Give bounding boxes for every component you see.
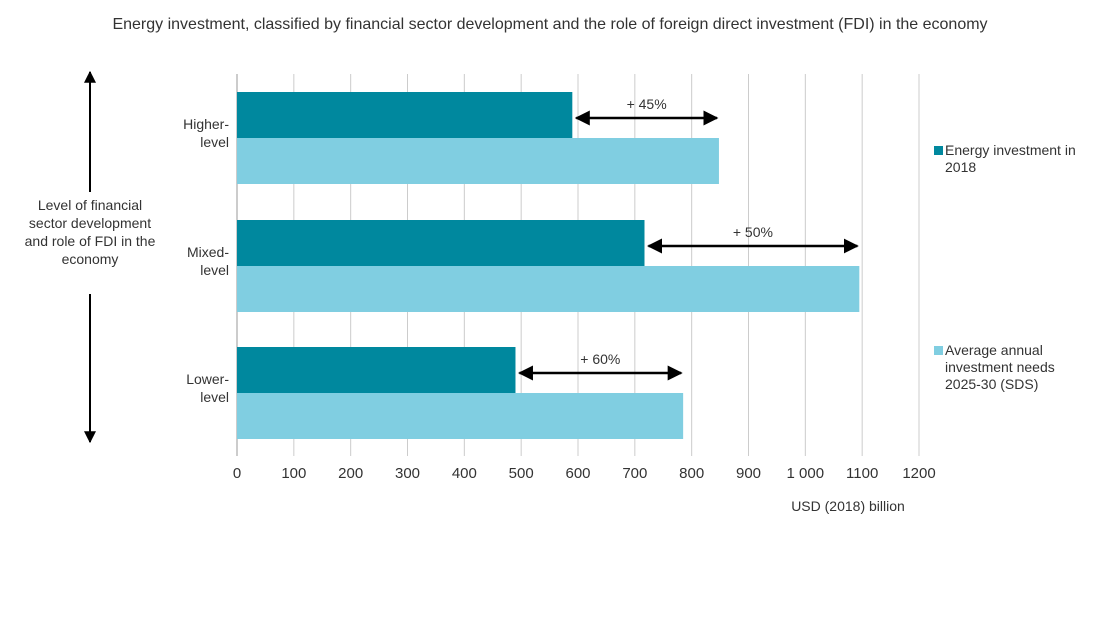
category-label-2-line-0: Lower- (186, 371, 229, 387)
growth-label-0: + 45% (627, 96, 667, 112)
legend-label-needs-sds: Average annual investment needs 2025-30 … (945, 342, 1055, 392)
legend-swatch-needs-sds (934, 346, 943, 355)
legend-item-needs-sds: Average annual investment needs 2025-30 … (934, 342, 1094, 393)
x-tick-label-400: 400 (452, 465, 477, 482)
x-tick-label-1200: 1200 (902, 465, 935, 482)
x-tick-label-300: 300 (395, 465, 420, 482)
x-tick-label-900: 900 (736, 465, 761, 482)
x-tick-label-100: 100 (281, 465, 306, 482)
category-label-1-line-1: level (200, 262, 229, 278)
bar-needs-sds-0 (237, 138, 719, 184)
category-label-0-line-0: Higher- (183, 116, 229, 132)
legend-swatch-energy-2018 (934, 146, 943, 155)
category-label-1-line-0: Mixed- (187, 244, 229, 260)
x-tick-label-1000: 1 000 (787, 465, 825, 482)
growth-label-1: + 50% (733, 224, 773, 240)
chart-title: Energy investment, classified by financi… (112, 16, 988, 33)
legend-label-energy-2018: Energy investment in 2018 (945, 142, 1076, 175)
x-tick-label-500: 500 (509, 465, 534, 482)
bar-needs-sds-1 (237, 266, 860, 312)
bar-energy-2018-1 (237, 220, 645, 266)
bar-needs-sds-2 (237, 393, 684, 439)
category-label-2-line-1: level (200, 389, 229, 405)
y-axis-side-label: Level of financial sector development an… (24, 197, 156, 267)
growth-label-2: + 60% (580, 351, 620, 367)
bar-energy-2018-0 (237, 92, 573, 138)
x-tick-label-600: 600 (565, 465, 590, 482)
legend-item-energy-2018: Energy investment in 2018 (934, 142, 1094, 176)
x-tick-label-1100: 1100 (846, 465, 878, 482)
x-tick-label-700: 700 (622, 465, 647, 482)
x-tick-label-200: 200 (338, 465, 363, 482)
x-tick-label-0: 0 (233, 465, 241, 482)
bar-energy-2018-2 (237, 347, 516, 393)
category-label-0-line-1: level (200, 134, 229, 150)
x-tick-label-800: 800 (679, 465, 704, 482)
x-axis-label: USD (2018) billion (791, 498, 905, 514)
